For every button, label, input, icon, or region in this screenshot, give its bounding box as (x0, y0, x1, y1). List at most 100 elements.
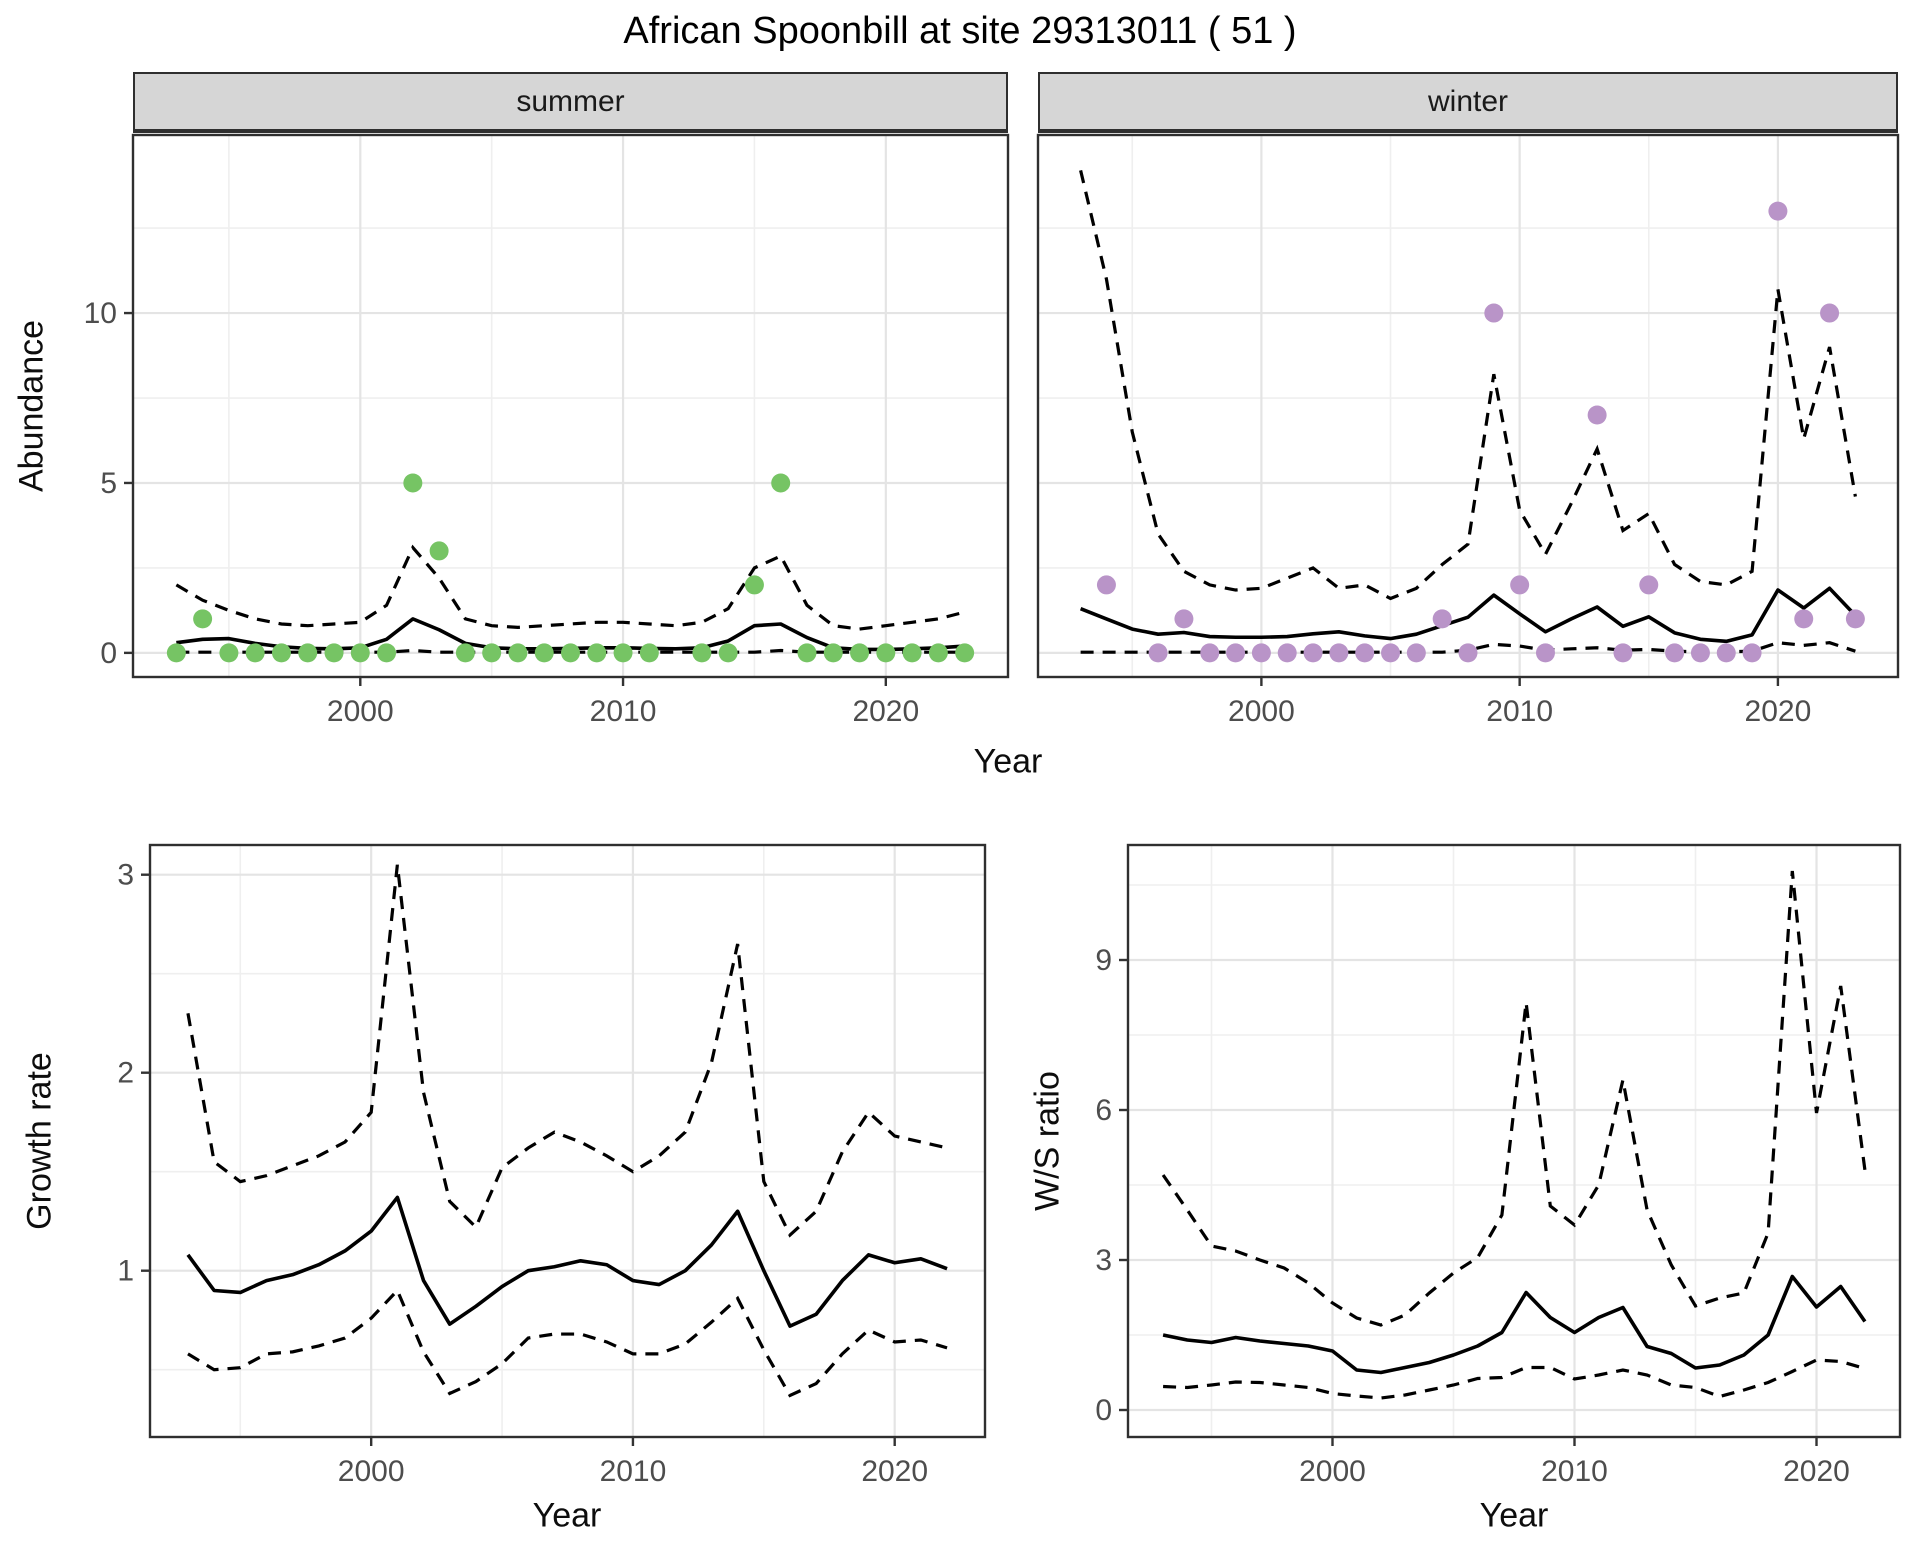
data-point (718, 643, 738, 663)
data-point (403, 473, 423, 493)
data-point (587, 643, 607, 663)
panel-border (1036, 133, 1900, 679)
facet-strip-summer-label: summer (516, 84, 625, 118)
panel-series (1079, 169, 1865, 663)
ci-lower-line (187, 1287, 948, 1398)
data-point (245, 643, 265, 663)
data-point (955, 643, 975, 663)
panel-border (131, 133, 1010, 679)
page-title: African Spoonbill at site 29313011 ( 51 … (623, 10, 1297, 52)
data-point (1535, 643, 1555, 663)
data-point (692, 643, 712, 663)
data-point (324, 643, 344, 663)
data-point (271, 643, 291, 663)
fit-line (1162, 1274, 1867, 1375)
data-point (1742, 643, 1762, 663)
data-point (166, 643, 186, 663)
data-point (1148, 643, 1168, 663)
data-point (429, 541, 449, 561)
panel-abundance-winter: 2000 2010 2020 (1036, 133, 1900, 728)
data-point (1768, 201, 1788, 221)
data-point (534, 643, 554, 663)
data-point (1406, 643, 1426, 663)
y-tick-label: 1 (117, 1255, 134, 1288)
x-axis-title-year-ws: Year (1479, 1496, 1549, 1535)
y-tick-label: 5 (100, 467, 117, 500)
ci-lower-line (1163, 1358, 1866, 1400)
x-axis-title-year-top: Year (973, 742, 1043, 781)
data-point (1587, 405, 1607, 425)
data-point (1303, 643, 1323, 663)
x-tick-label: 2020 (861, 1455, 928, 1488)
ci-upper-line (1161, 870, 1867, 1327)
data-point (482, 643, 502, 663)
panel-border (148, 843, 987, 1439)
data-point (1510, 575, 1530, 595)
data-point (1432, 609, 1452, 629)
x-tick-label: 2020 (1745, 695, 1812, 728)
data-point (1096, 575, 1116, 595)
data-point (1690, 643, 1710, 663)
panel-bg (1038, 135, 1898, 677)
data-point (1458, 643, 1478, 663)
x-tick-label: 2000 (338, 1455, 405, 1488)
data-point (771, 473, 791, 493)
facet-strip-summer: summer (133, 72, 1008, 133)
data-point (1329, 643, 1349, 663)
data-point (1355, 643, 1375, 663)
x-tick-label: 2010 (590, 695, 657, 728)
y-axis-title-ws-ratio: W/S ratio (1028, 1071, 1067, 1211)
data-point (1251, 643, 1271, 663)
panel-bg (1128, 845, 1900, 1437)
y-axis-title-growth-rate: Growth rate (20, 1052, 59, 1230)
data-point (1174, 609, 1194, 629)
y-tick-label: 6 (1095, 1094, 1112, 1127)
ci-upper-line (175, 544, 966, 631)
panel-growth-rate: 2000 2010 2020 1 2 3 (117, 843, 987, 1488)
y-tick-label: 0 (100, 637, 117, 670)
fit-line (186, 1195, 948, 1328)
x-tick-label: 2010 (600, 1455, 667, 1488)
fit-line (1079, 586, 1857, 644)
data-point (613, 643, 633, 663)
panel-series (166, 473, 975, 663)
x-tick-label: 2010 (1541, 1455, 1608, 1488)
data-point (744, 575, 764, 595)
data-point (639, 643, 659, 663)
y-tick-label: 9 (1095, 944, 1112, 977)
y-tick-label: 3 (117, 859, 134, 892)
data-point (850, 643, 870, 663)
data-point (1200, 643, 1220, 663)
x-tick-label: 2020 (1783, 1455, 1850, 1488)
y-tick-label: 2 (117, 1057, 134, 1090)
data-point (1381, 643, 1401, 663)
x-tick-label: 2020 (852, 695, 919, 728)
panel-bg (150, 845, 985, 1437)
data-point (876, 643, 896, 663)
data-point (561, 643, 580, 663)
y-tick-label: 3 (1095, 1244, 1112, 1277)
x-tick-label: 2000 (1299, 1455, 1366, 1488)
x-tick-label: 2000 (327, 695, 394, 728)
data-point (350, 643, 370, 663)
data-point (1845, 609, 1865, 629)
data-point (1226, 643, 1246, 663)
ci-upper-line (1079, 169, 1857, 601)
ci-upper-line (186, 864, 948, 1238)
x-tick-label: 2000 (1228, 695, 1295, 728)
y-tick-label: 0 (1095, 1394, 1112, 1427)
data-point (298, 643, 318, 663)
y-tick-label: 10 (84, 297, 117, 330)
data-point (1277, 643, 1297, 663)
data-point (1613, 643, 1633, 663)
data-point (797, 643, 817, 663)
panel-abundance-summer: 2000 2010 2020 0 5 10 (84, 133, 1010, 728)
data-point (1820, 303, 1840, 323)
y-axis-title-abundance: Abundance (12, 319, 51, 493)
facet-strip-winter-label: winter (1427, 84, 1509, 118)
panel-series (1161, 870, 1867, 1400)
data-point (928, 643, 948, 663)
data-point (1484, 303, 1504, 323)
